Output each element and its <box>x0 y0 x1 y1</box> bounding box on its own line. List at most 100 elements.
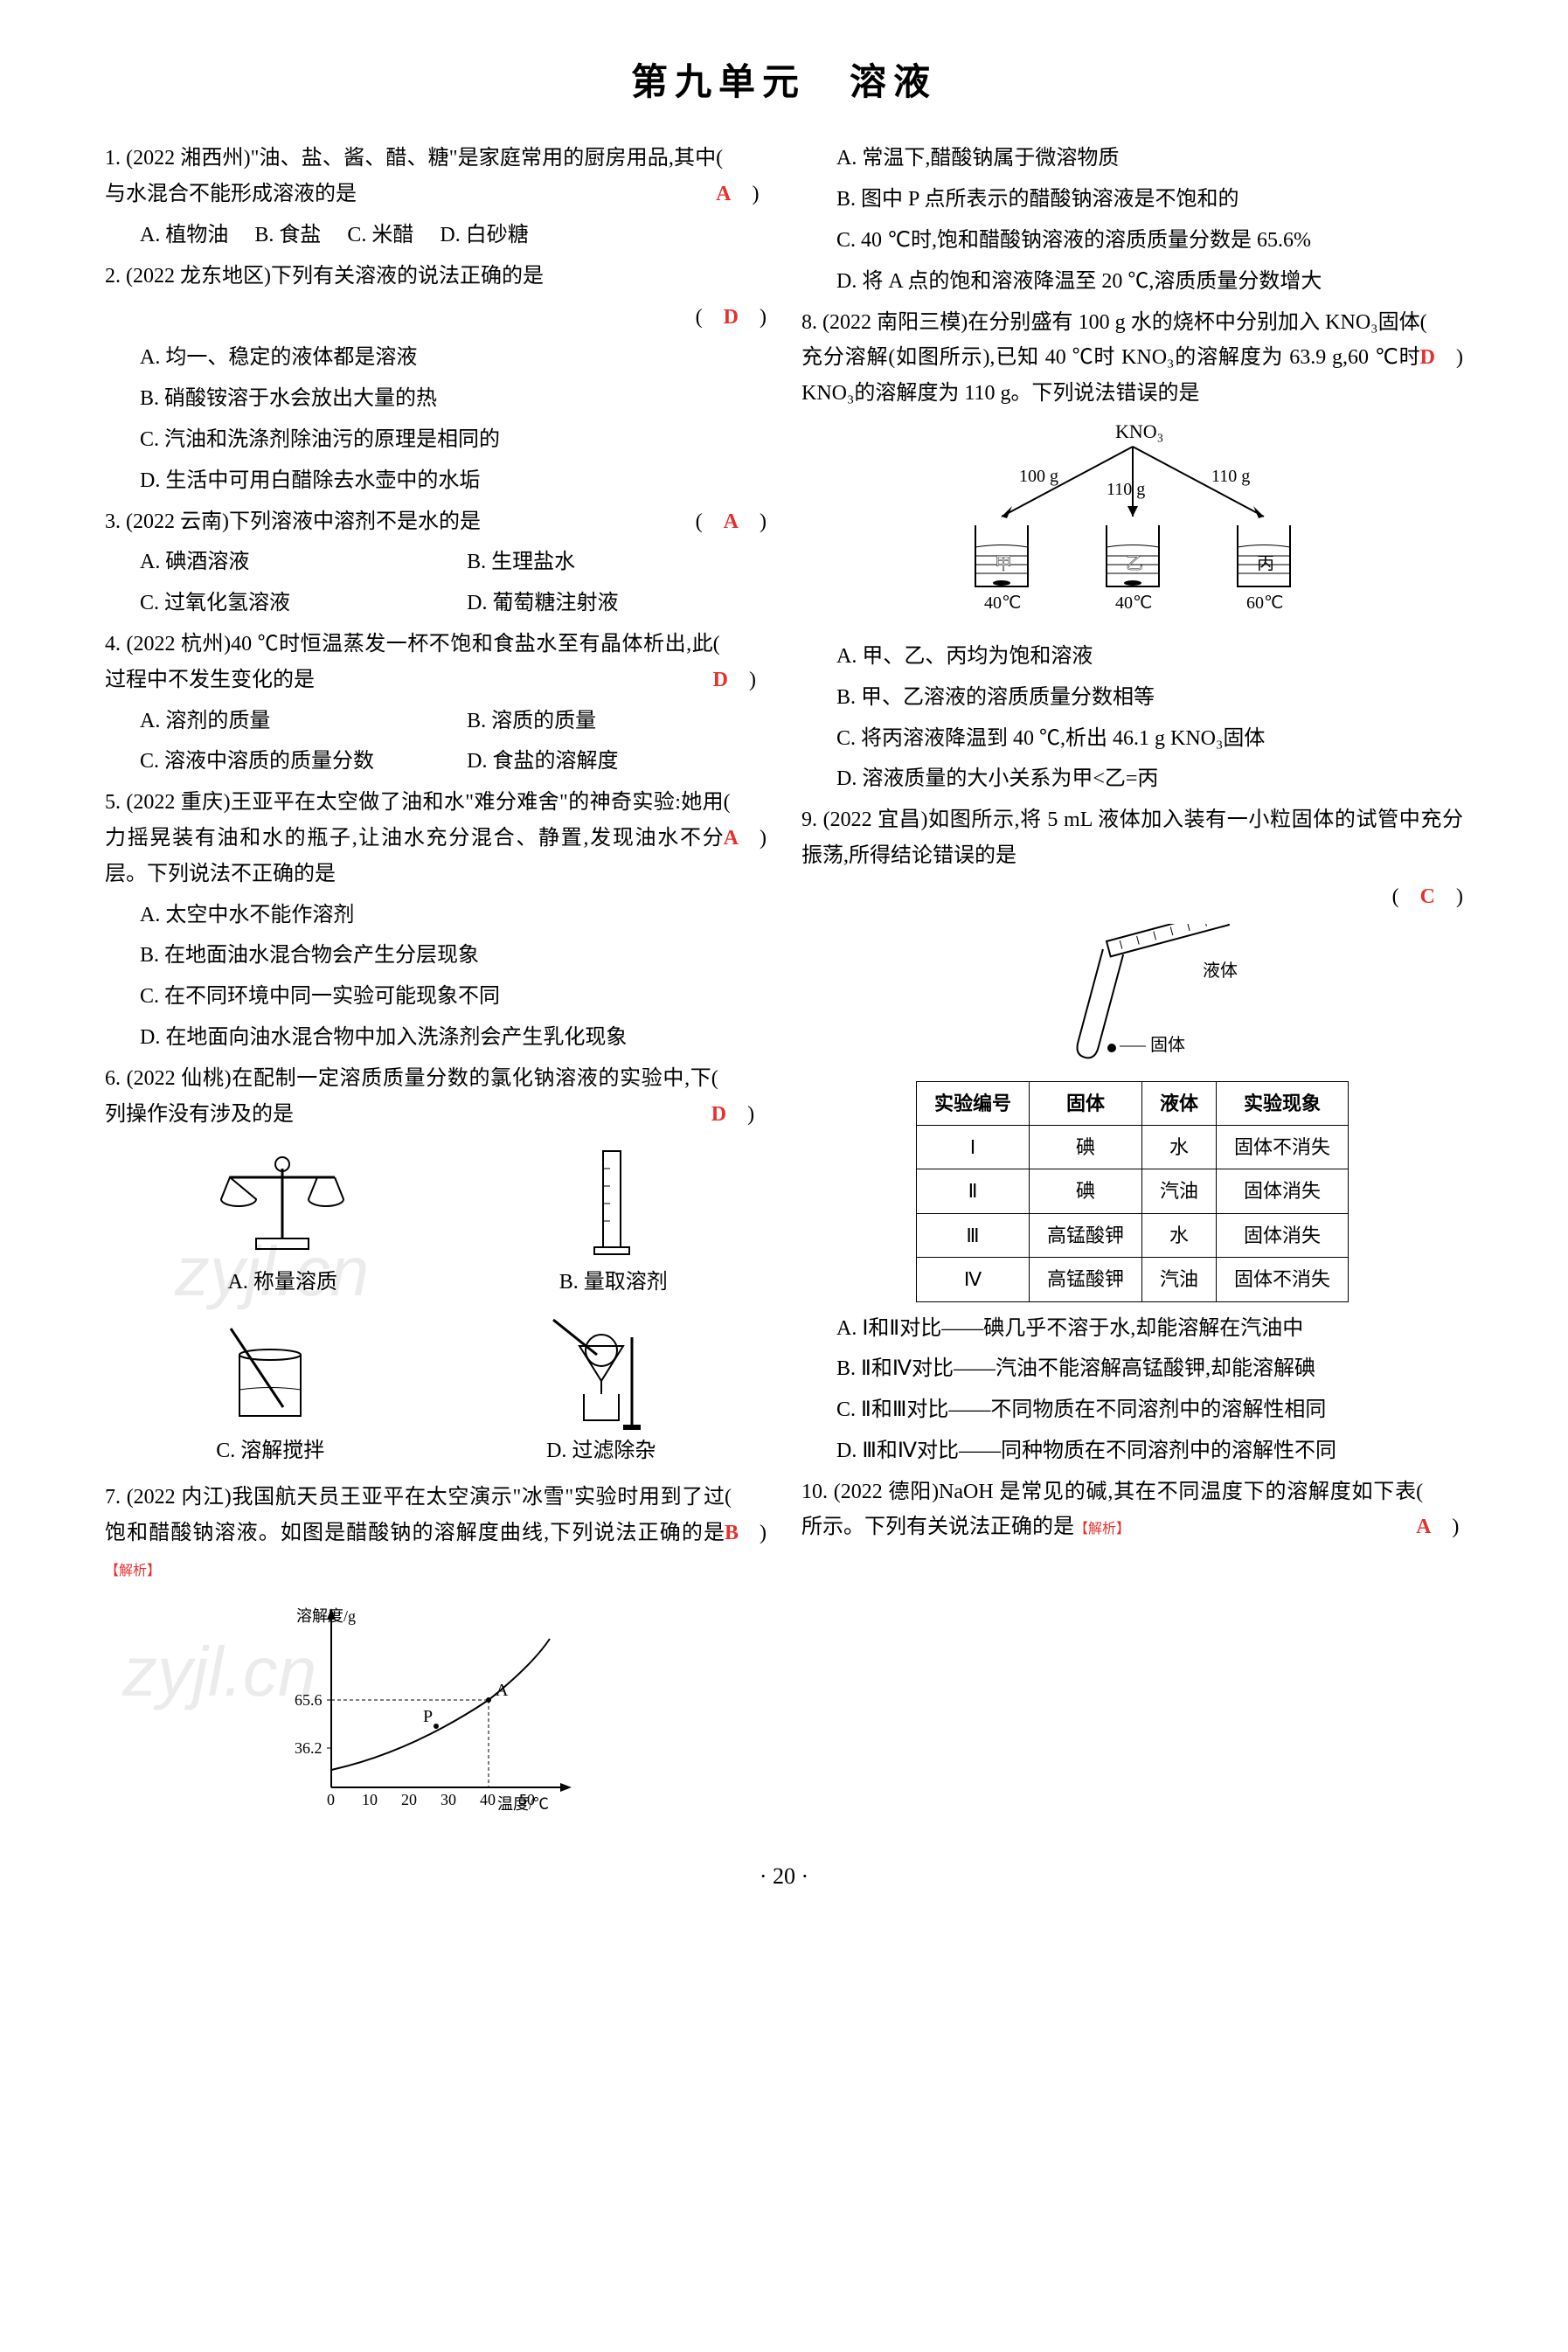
q7-answer: B <box>725 1522 739 1544</box>
q7-note: 【解析】 <box>105 1564 161 1578</box>
q5-text: 5. (2022 重庆)王亚平在太空做了油和水"难分难舍"的神奇实验:她用力摇晃… <box>105 785 724 892</box>
q7r-opt-d: D. 将 A 点的饱和溶液降温至 20 ℃,溶质质量分数增大 <box>801 264 1463 300</box>
cylinder-icon <box>559 1142 664 1265</box>
beaker-3: 丙 60℃ <box>1238 525 1290 613</box>
q6-fig-a: A. 称量溶质 <box>204 1142 361 1301</box>
q5-opt-a: A. 太空中水不能作溶剂 <box>105 898 767 933</box>
td: 汽油 <box>1142 1169 1217 1213</box>
table-row: Ⅰ 碘 水 固体不消失 <box>916 1125 1348 1169</box>
q1-answer: A <box>716 183 731 205</box>
q9-answer-row: ( C ) <box>801 879 1463 915</box>
svg-text:30: 30 <box>441 1791 456 1808</box>
content-columns: 1. (2022 湘西州)"油、盐、酱、醋、糖"是家庭常用的厨房用品,其中与水混… <box>105 141 1463 1831</box>
svg-text:40: 40 <box>480 1791 496 1808</box>
q2-opt-a: A. 均一、稳定的液体都是溶液 <box>105 340 767 376</box>
q9-solid-label: 固体 <box>1150 1035 1185 1055</box>
svg-text:40℃: 40℃ <box>1115 593 1152 613</box>
q6-bracket: ( D ) <box>711 1061 767 1133</box>
table-header-row: 实验编号 固体 液体 实验现象 <box>916 1081 1348 1125</box>
th-1: 固体 <box>1029 1081 1141 1125</box>
th-3: 实验现象 <box>1217 1081 1349 1125</box>
q9-opt-d: D. Ⅲ和Ⅳ对比——同种物质在不同溶剂中的溶解性不同 <box>801 1433 1463 1469</box>
svg-text:65.6: 65.6 <box>295 1691 323 1709</box>
q3-opt-c: C. 过氧化氢溶液 <box>140 586 441 621</box>
svg-text:10: 10 <box>362 1791 378 1808</box>
q1-opt-d: D. 白砂糖 <box>440 218 528 253</box>
q1-opt-b: B. 食盐 <box>254 218 321 253</box>
q6-fig-d: D. 过滤除杂 <box>536 1311 667 1469</box>
td: 高锰酸钾 <box>1029 1213 1141 1257</box>
filter-icon <box>536 1311 667 1433</box>
q2-answer-row: ( D ) <box>105 300 767 336</box>
svg-text:P: P <box>423 1707 433 1726</box>
right-column: A. 常温下,醋酸钠属于微溶物质 B. 图中 P 点所表示的醋酸钠溶液是不饱和的… <box>801 141 1463 1831</box>
q10-answer: A <box>1416 1516 1431 1538</box>
td: 固体消失 <box>1217 1169 1349 1213</box>
svg-text:60℃: 60℃ <box>1246 593 1283 613</box>
th-0: 实验编号 <box>916 1081 1029 1125</box>
q2-bracket: ( D ) <box>696 300 767 336</box>
q9-table: 实验编号 固体 液体 实验现象 Ⅰ 碘 水 固体不消失 Ⅱ 碘 汽油 固体消失 … <box>916 1081 1349 1302</box>
q8-text: 8. (2022 南阳三模)在分别盛有 100 g 水的烧杯中分别加入 KNO₃… <box>801 305 1420 412</box>
beaker-diagram-icon: KNO₃ 100 g 110 g 110 g 甲 40 <box>914 420 1351 630</box>
td: Ⅲ <box>916 1213 1029 1257</box>
q3-text: 3. (2022 云南)下列溶液中溶剂不是水的是 <box>105 504 481 540</box>
q2-opt-b: B. 硝酸铵溶于水会放出大量的热 <box>105 381 767 417</box>
td: 高锰酸钾 <box>1029 1258 1141 1301</box>
table-row: Ⅳ 高锰酸钾 汽油 固体不消失 <box>916 1258 1348 1301</box>
td: Ⅳ <box>916 1258 1029 1301</box>
q5-opt-d: D. 在地面向油水混合物中加入洗涤剂会产生乳化现象 <box>105 1020 767 1056</box>
q1-options: A. 植物油 B. 食盐 C. 米醋 D. 白砂糖 <box>105 218 767 253</box>
q6-figures-row1: A. 称量溶质 B. 量取溶剂 <box>105 1142 767 1301</box>
left-column: 1. (2022 湘西州)"油、盐、酱、醋、糖"是家庭常用的厨房用品,其中与水混… <box>105 141 767 1831</box>
q10-note: 【解析】 <box>1074 1522 1130 1537</box>
td: 水 <box>1142 1125 1217 1169</box>
q7r-opt-b: B. 图中 P 点所表示的醋酸钠溶液是不饱和的 <box>801 182 1463 218</box>
q4-options-row2: C. 溶液中溶质的质量分数 D. 食盐的溶解度 <box>105 744 767 780</box>
q9-figure: 液体 固体 <box>801 924 1463 1072</box>
q4-answer: D <box>713 669 728 691</box>
q8-opt-b: B. 甲、乙溶液的溶质质量分数相等 <box>801 680 1463 716</box>
q1-opt-a: A. 植物油 <box>140 218 228 253</box>
q9-stem: 9. (2022 宜昌)如图所示,将 5 mL 液体加入装有一小粒固体的试管中充… <box>801 802 1463 874</box>
q3-options-row2: C. 过氧化氢溶液 D. 葡萄糖注射液 <box>105 586 767 621</box>
svg-text:甲: 甲 <box>995 554 1012 573</box>
q8-answer: D <box>1420 346 1435 369</box>
td: 碘 <box>1029 1169 1141 1213</box>
q2-answer: D <box>724 306 739 329</box>
q6-fig-d-label: D. 过滤除杂 <box>536 1433 667 1469</box>
q9-liquid-label: 液体 <box>1203 961 1238 981</box>
q5-stem: 5. (2022 重庆)王亚平在太空做了油和水"难分难舍"的神奇实验:她用力摇晃… <box>105 785 767 892</box>
q1-bracket: ( A ) <box>716 141 767 212</box>
q5-bracket: ( A ) <box>724 785 767 892</box>
page-title: 第九单元 溶液 <box>105 52 1463 114</box>
svg-text:110 g: 110 g <box>1107 480 1145 499</box>
q3-opt-b: B. 生理盐水 <box>467 545 575 580</box>
th-2: 液体 <box>1142 1081 1217 1125</box>
td: Ⅱ <box>916 1169 1029 1213</box>
q10-text: 10. (2022 德阳)NaOH 是常见的碱,其在不同温度下的溶解度如下表所示… <box>801 1474 1416 1546</box>
td: 固体不消失 <box>1217 1258 1349 1301</box>
q6-stem: 6. (2022 仙桃)在配制一定溶质质量分数的氯化钠溶液的实验中,下列操作没有… <box>105 1061 767 1133</box>
q4-text: 4. (2022 杭州)40 ℃时恒温蒸发一杯不饱和食盐水至有晶体析出,此过程中… <box>105 627 713 698</box>
beaker-1: 甲 40℃ <box>975 525 1028 613</box>
q5-opt-b: B. 在地面油水混合物会产生分层现象 <box>105 938 767 974</box>
q9-answer: C <box>1420 885 1435 908</box>
q2-opt-d: D. 生活中可用白醋除去水壶中的水垢 <box>105 463 767 499</box>
q3-options-row1: A. 碘酒溶液 B. 生理盐水 <box>105 545 767 580</box>
solubility-chart-icon: 溶解度/g 温度/℃ 65.6 36.2 0 10 20 30 40 50 A … <box>279 1595 593 1822</box>
q9-opt-c: C. Ⅱ和Ⅲ对比——不同物质在不同溶剂中的溶解性相同 <box>801 1392 1463 1428</box>
q9-opt-a: A. Ⅰ和Ⅱ对比——碘几乎不溶于水,却能溶解在汽油中 <box>801 1311 1463 1347</box>
q9-opt-b: B. Ⅱ和Ⅳ对比——汽油不能溶解高锰酸钾,却能溶解碘 <box>801 1351 1463 1387</box>
q8-bracket: ( D ) <box>1420 305 1463 412</box>
beaker-2: 乙 40℃ <box>1107 525 1159 613</box>
q6-fig-c: C. 溶解搅拌 <box>205 1311 336 1469</box>
q7r-opt-a: A. 常温下,醋酸钠属于微溶物质 <box>801 141 1463 177</box>
q6-text: 6. (2022 仙桃)在配制一定溶质质量分数的氯化钠溶液的实验中,下列操作没有… <box>105 1061 711 1133</box>
q10-stem: 10. (2022 德阳)NaOH 是常见的碱,其在不同温度下的溶解度如下表所示… <box>801 1474 1463 1546</box>
q8-stem: 8. (2022 南阳三模)在分别盛有 100 g 水的烧杯中分别加入 KNO₃… <box>801 305 1463 412</box>
q3-opt-d: D. 葡萄糖注射液 <box>467 586 618 621</box>
q4-opt-a: A. 溶剂的质量 <box>140 704 441 739</box>
q2-opt-c: C. 汽油和洗涤剂除油污的原理是相同的 <box>105 422 767 458</box>
q7-text: 7. (2022 内江)我国航天员王亚平在太空演示"冰雪"实验时用到了过饱和醋酸… <box>105 1480 725 1586</box>
